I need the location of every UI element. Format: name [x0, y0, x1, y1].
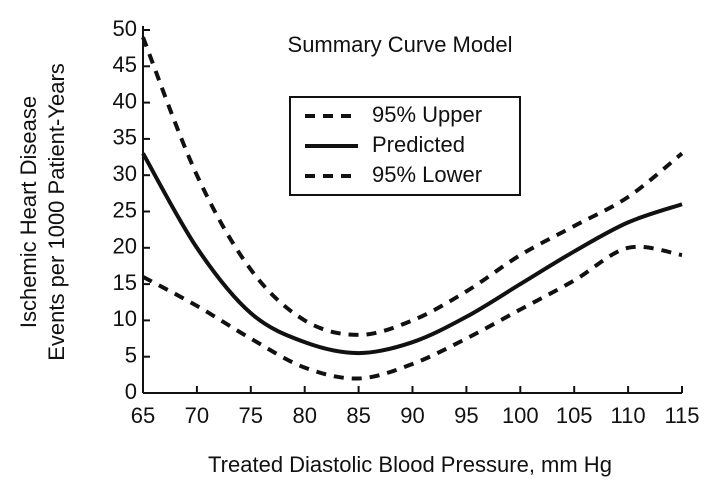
line-series [142, 244, 683, 381]
y-tick-label: 0 [125, 379, 137, 404]
y-axis-label: Events per 1000 Patient-Years [44, 63, 69, 361]
chart-title: Summary Curve Model [288, 32, 513, 57]
y-tick-label: 20 [113, 234, 137, 259]
legend-label: Predicted [372, 132, 465, 157]
y-tick-label: 5 [125, 343, 137, 368]
x-tick-label: 70 [185, 403, 209, 428]
x-tick-label: 95 [454, 403, 478, 428]
x-tick-label: 80 [292, 403, 316, 428]
x-tick-label: 110 [611, 403, 646, 428]
x-tick-label: 85 [346, 403, 370, 428]
y-axis-label: Ischemic Heart Disease [16, 96, 41, 328]
y-tick-label: 15 [113, 270, 137, 295]
x-tick-label: 65 [131, 403, 155, 428]
x-tick-label: 100 [502, 403, 539, 428]
x-tick-label: 115 [664, 403, 699, 428]
y-tick-label: 50 [113, 16, 137, 41]
y-tick-label: 45 [113, 52, 137, 77]
y-tick-label: 25 [113, 197, 137, 222]
y-tick-label: 35 [113, 125, 137, 150]
x-tick-label: 105 [556, 403, 593, 428]
y-tick-label: 40 [113, 88, 137, 113]
x-tick-label: 90 [400, 403, 424, 428]
x-axis-label: Treated Diastolic Blood Pressure, mm Hg [208, 452, 612, 477]
legend-label: 95% Lower [372, 162, 482, 187]
line-series [141, 152, 683, 356]
y-tick-label: 30 [113, 161, 137, 186]
x-tick-label: 75 [239, 403, 263, 428]
y-tick-label: 10 [113, 306, 137, 331]
legend-label: 95% Upper [372, 102, 482, 127]
